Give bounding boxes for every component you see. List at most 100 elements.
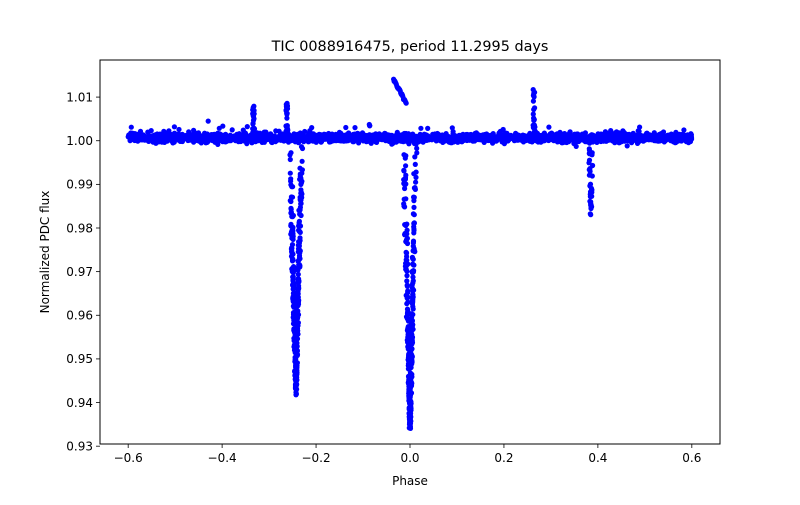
data-point	[288, 150, 294, 156]
data-point	[293, 361, 299, 367]
data-point	[291, 133, 297, 139]
data-point	[243, 135, 249, 141]
data-point	[412, 135, 418, 141]
data-point	[404, 253, 410, 260]
data-point	[401, 152, 407, 158]
y-tick-label: 0.95	[66, 352, 93, 366]
data-point	[404, 283, 410, 289]
data-point	[295, 311, 301, 317]
data-point	[406, 355, 412, 361]
data-point	[404, 235, 410, 241]
data-point	[528, 136, 534, 142]
data-point	[596, 136, 602, 142]
data-point	[434, 136, 440, 142]
data-point	[530, 98, 537, 104]
data-point	[288, 198, 294, 205]
data-point	[413, 174, 419, 180]
data-point	[296, 220, 302, 226]
x-tick-label: −0.6	[114, 451, 143, 465]
data-point	[414, 145, 420, 151]
data-point	[411, 245, 417, 252]
data-point	[568, 134, 575, 140]
data-point	[403, 222, 409, 229]
data-point	[205, 118, 211, 124]
data-point	[285, 128, 291, 134]
data-point	[241, 131, 247, 137]
data-point	[165, 135, 171, 141]
data-point	[660, 137, 666, 143]
data-point	[410, 306, 416, 312]
data-point	[410, 256, 416, 262]
data-point	[411, 194, 417, 200]
data-point	[541, 138, 548, 144]
data-point	[320, 136, 326, 142]
data-point	[312, 134, 318, 140]
data-point	[531, 117, 537, 124]
data-point	[411, 204, 417, 210]
data-point	[589, 189, 595, 195]
data-point	[660, 132, 666, 138]
data-point	[192, 138, 198, 144]
data-point	[649, 134, 656, 140]
data-point	[268, 131, 274, 137]
data-point	[127, 138, 133, 144]
data-point	[411, 220, 417, 227]
y-axis: 0.93 0.94 0.95 0.96 0.97 0.98 0.99 1.00 1.01	[66, 90, 100, 453]
data-point	[170, 135, 177, 141]
data-point	[361, 132, 367, 138]
data-point	[291, 304, 297, 310]
data-point	[295, 286, 301, 292]
data-point	[324, 133, 330, 139]
data-point	[410, 240, 416, 246]
data-point	[578, 134, 585, 140]
data-point	[289, 229, 295, 235]
data-point	[405, 366, 411, 372]
data-point	[343, 124, 349, 131]
chart-title: TIC 0088916475, period 11.2995 days	[271, 39, 549, 55]
data-point	[418, 125, 424, 131]
data-point	[404, 295, 410, 301]
x-tick-label: 0.0	[400, 451, 419, 465]
data-point	[403, 100, 409, 106]
data-point	[272, 139, 279, 145]
data-point	[250, 121, 256, 127]
data-point	[401, 201, 407, 207]
data-point	[645, 136, 651, 142]
data-point	[295, 299, 302, 305]
data-point	[614, 129, 620, 135]
data-points	[125, 76, 695, 431]
data-point	[635, 128, 641, 134]
data-point	[686, 140, 692, 146]
data-point	[450, 129, 456, 135]
x-tick-label: −0.2	[301, 451, 330, 465]
x-tick-label: 0.2	[494, 451, 513, 465]
data-point	[408, 321, 415, 327]
data-point	[407, 392, 413, 398]
data-point	[289, 258, 296, 264]
data-point	[289, 184, 295, 190]
data-point	[405, 299, 411, 305]
data-point	[229, 127, 235, 133]
data-point	[589, 150, 595, 156]
data-point	[352, 125, 358, 131]
data-point	[356, 140, 362, 146]
data-point	[412, 186, 418, 192]
data-point	[405, 332, 411, 338]
data-point	[407, 418, 413, 424]
y-tick-label: 1.00	[66, 134, 93, 148]
data-point	[167, 131, 174, 137]
y-tick-label: 0.96	[66, 309, 93, 323]
data-point	[290, 277, 296, 283]
data-point	[299, 134, 306, 140]
data-point	[250, 126, 256, 132]
data-point	[316, 131, 322, 137]
data-point	[297, 176, 303, 182]
data-point	[589, 204, 595, 210]
data-point	[407, 422, 413, 428]
data-point	[264, 134, 270, 140]
data-point	[297, 165, 303, 171]
data-point	[373, 134, 379, 140]
data-point	[590, 136, 596, 142]
